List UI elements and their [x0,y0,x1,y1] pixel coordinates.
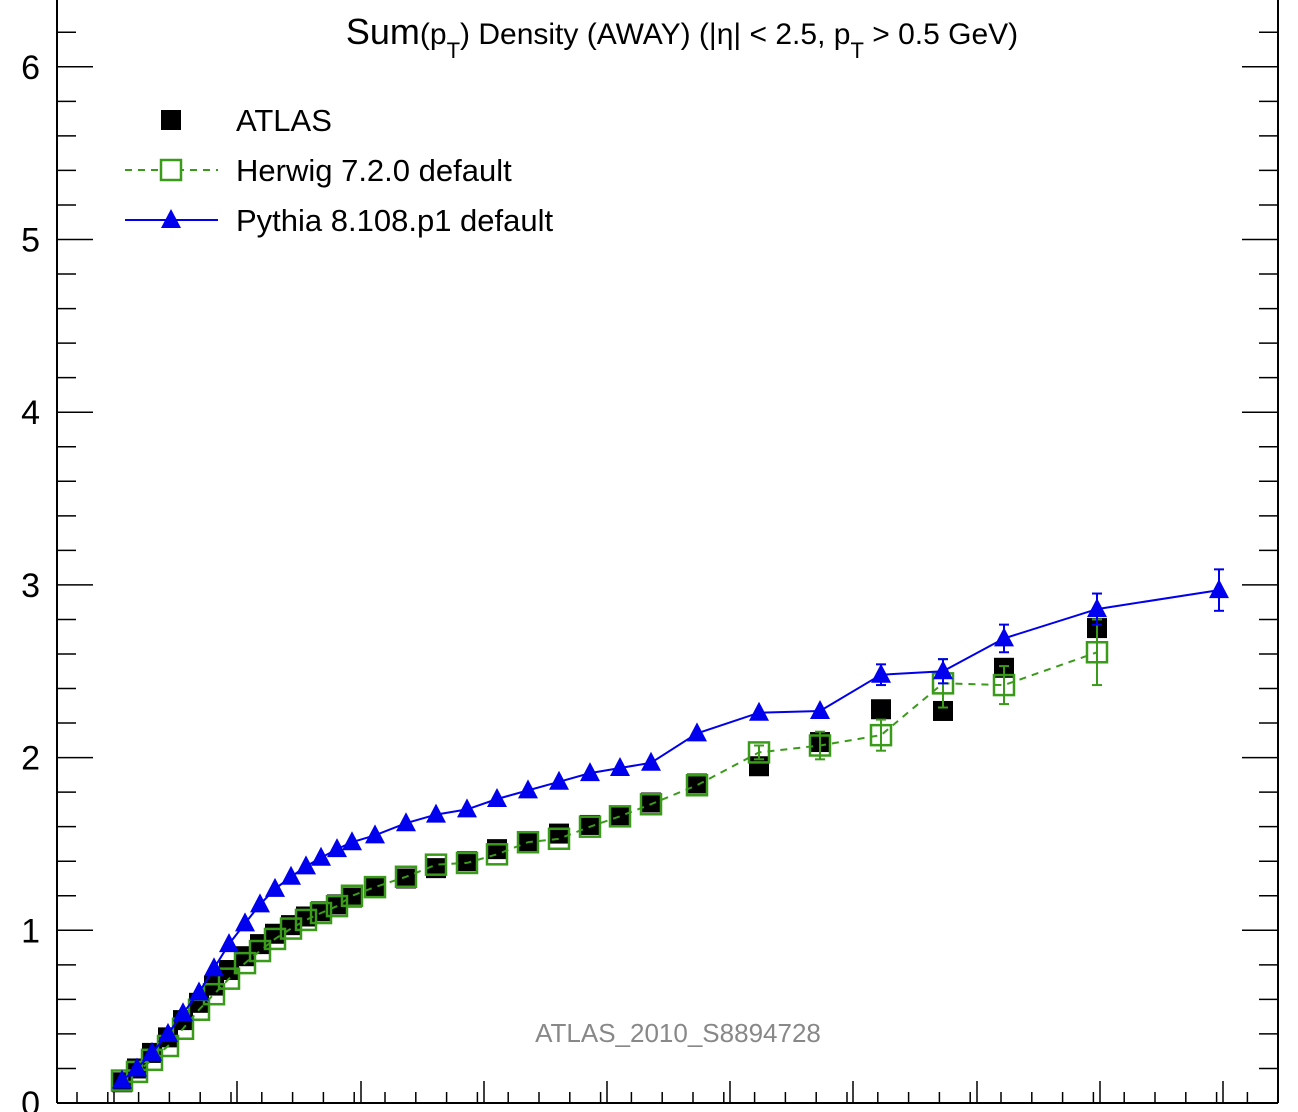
data-point [808,734,832,757]
data-point [363,875,387,899]
data-point [994,627,1014,647]
data-point [933,700,953,721]
data-point [424,853,448,876]
data-point [235,912,255,932]
data-point [608,805,632,828]
data-point [342,831,362,851]
data-point [687,773,707,794]
y-tick-label: 0 [21,1085,40,1112]
data-point [204,957,224,977]
legend-marker [161,209,181,228]
data-point [1085,641,1109,664]
data-point [641,751,661,771]
y-tick-label: 4 [21,394,40,432]
data-point [396,868,416,889]
data-point [549,770,569,790]
data-point [871,663,891,683]
data-point [219,933,239,953]
data-point [580,814,600,835]
data-point [309,901,333,925]
data-point [342,887,362,908]
legend-marker [161,110,181,130]
data-point [685,773,709,797]
chart-title: Sum(pT) Density (AWAY) (|η| < 2.5, pT > … [346,11,1018,63]
data-point [311,846,331,866]
data-point [281,865,301,885]
data-point [340,884,364,908]
data-point [457,798,477,818]
y-tick-label: 6 [21,49,40,87]
data-point [455,851,479,875]
data-point [173,1002,193,1022]
legend-label: ATLAS [236,103,332,138]
data-point [158,1022,178,1042]
data-point [641,792,661,813]
analysis-watermark: ATLAS_2010_S8894728 [535,1018,821,1048]
data-point [296,855,316,875]
data-point [189,981,209,1001]
series-line [121,589,1220,1082]
series-layer [110,568,1229,1093]
legend-item: Herwig 7.2.0 default [125,153,512,188]
y-tick-label: 5 [21,222,40,260]
data-point [871,699,891,720]
data-point [749,701,769,721]
data-point [1209,579,1229,599]
data-point [869,723,893,747]
data-point [610,756,630,776]
legend-item: ATLAS [161,103,332,138]
data-point [1087,598,1107,618]
data-point [549,823,569,844]
data-point [127,1057,147,1077]
data-point [142,1041,162,1061]
data-point [365,877,385,898]
legend-label: Pythia 8.108.p1 default [236,203,554,238]
data-point [518,779,538,799]
data-point [365,824,385,844]
data-point [639,792,663,816]
data-point [233,951,257,975]
data-point [294,908,318,932]
data-point [487,788,507,808]
data-point [687,722,707,742]
data-point [327,838,347,858]
legend-marker [159,158,183,182]
y-tick-label: 2 [21,740,40,778]
legend-item: Pythia 8.108.p1 default [125,203,554,238]
y-tick-label: 3 [21,567,40,605]
axes: 0 1 2 3 4 5 6 [21,0,1279,1112]
data-point [610,806,630,827]
data-point [396,812,416,832]
data-point [279,917,303,940]
data-point [250,893,270,913]
series-2 [112,568,1229,1089]
data-point [394,865,418,889]
data-point [933,660,953,680]
data-point [426,858,446,879]
data-point [810,699,830,719]
data-point [426,803,446,823]
data-point [516,830,540,854]
data-point [485,843,509,866]
y-tick-label: 1 [21,912,40,950]
data-point [547,827,571,851]
data-point [217,967,241,990]
data-point [747,741,771,764]
legend-label: Herwig 7.2.0 default [236,153,512,188]
data-point [580,762,600,782]
data-point [248,939,272,963]
legend: ATLAS Herwig 7.2.0 default Pythia 8.108.p1… [125,103,554,238]
data-point [578,815,602,838]
data-point [112,1069,132,1089]
data-point [265,877,285,897]
data-point [457,851,477,872]
data-point [992,673,1016,697]
